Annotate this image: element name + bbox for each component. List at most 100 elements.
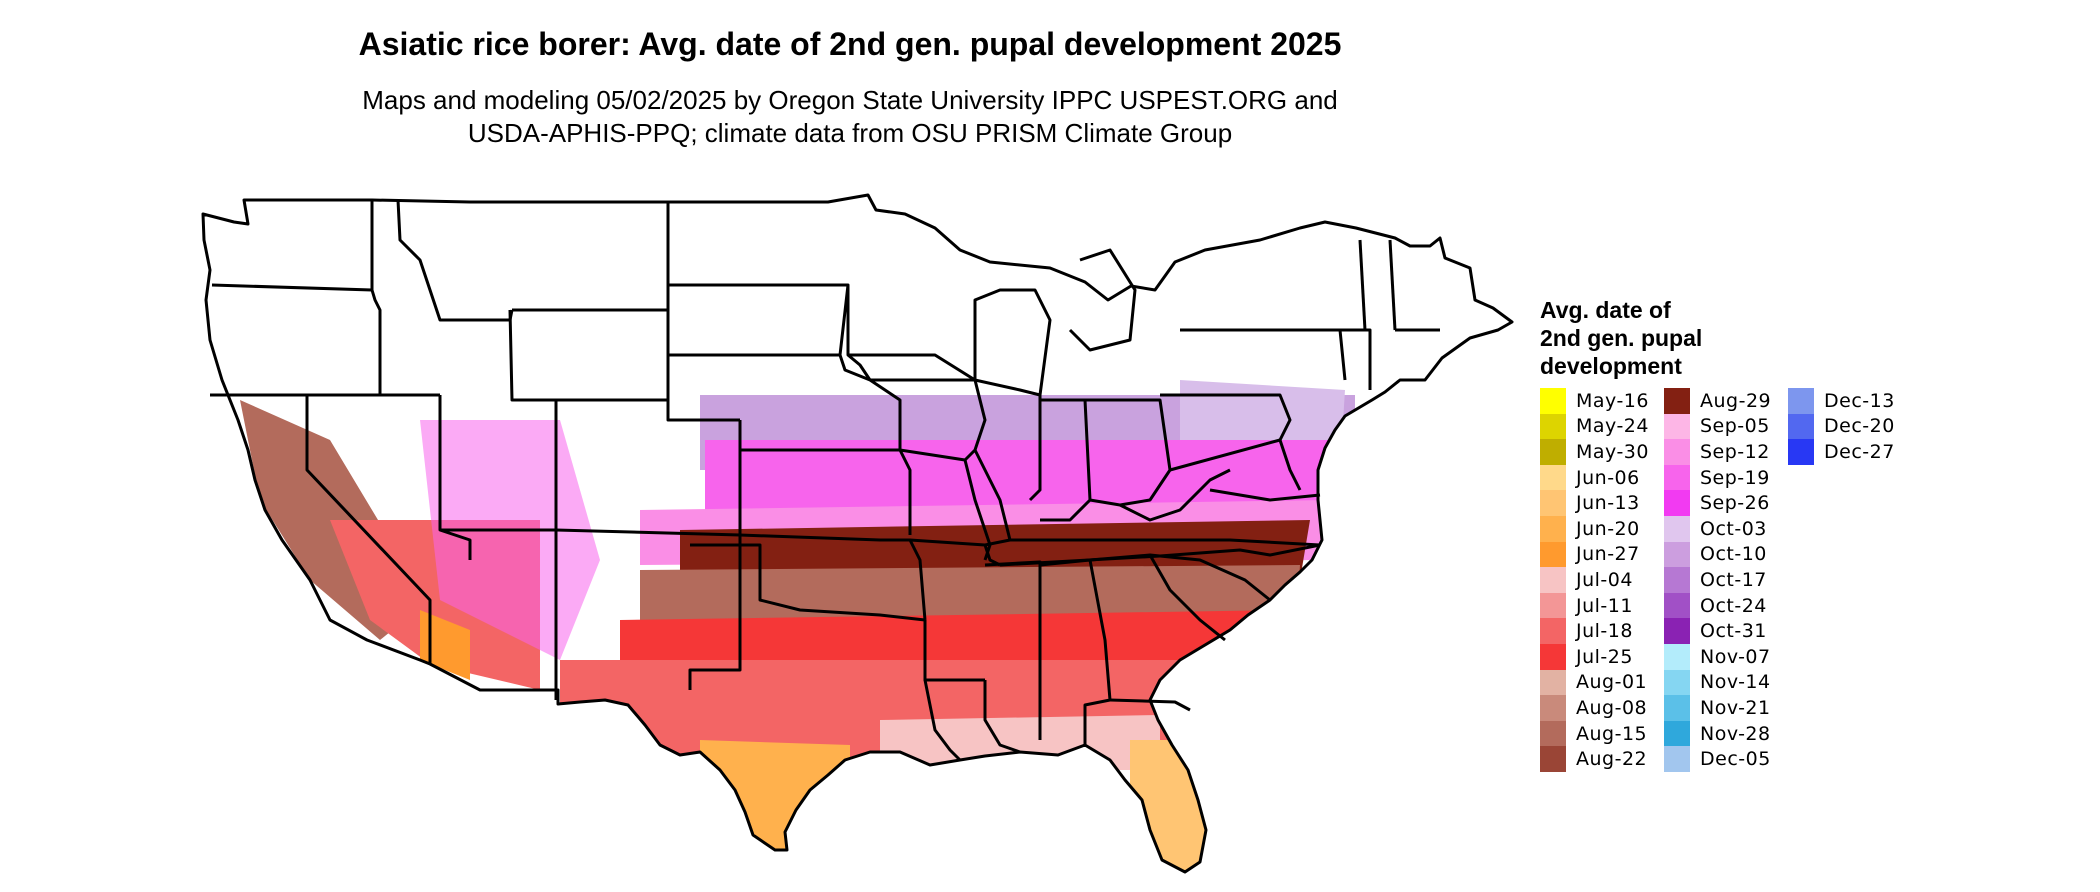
us-map	[201, 193, 1514, 874]
legend-label: Jul-11	[1576, 594, 1633, 617]
legend-label: Oct-10	[1700, 543, 1767, 566]
legend-item: Sep-19	[1664, 464, 1774, 491]
mn-ia-border	[848, 353, 976, 382]
tn-south-border	[999, 543, 1321, 567]
id-west-border	[370, 200, 382, 395]
legend-swatch	[1540, 618, 1566, 644]
legend-swatch	[1664, 413, 1690, 440]
il-west-border	[973, 449, 1012, 541]
or-wa-border	[211, 283, 373, 292]
legend-item: Aug-29	[1664, 388, 1774, 414]
legend-label: Jun-06	[1576, 466, 1640, 489]
legend-swatch	[1664, 720, 1690, 747]
legend-label: Dec-20	[1824, 415, 1895, 438]
legend-item: Dec-20	[1788, 413, 1898, 440]
state-borders	[201, 193, 1514, 874]
legend-columns: May-16 May-24 May-30 Jun-06 Jun-13 Jun-20 Jun-…	[1540, 388, 1898, 772]
legend-item: Oct-03	[1664, 515, 1774, 542]
legend-swatch	[1540, 464, 1566, 491]
legend-swatch	[1540, 541, 1566, 568]
mo-west-border	[899, 448, 992, 561]
ne-ks-border	[740, 448, 912, 535]
legend-swatch	[1540, 720, 1566, 747]
legend-label: Dec-13	[1824, 389, 1895, 412]
legend-label: Sep-05	[1700, 415, 1770, 438]
legend-swatch	[1788, 388, 1814, 414]
ia-border	[870, 378, 987, 462]
legend-swatch	[1540, 388, 1566, 414]
legend-label: Jul-18	[1576, 620, 1633, 643]
legend-item: Dec-13	[1788, 388, 1898, 414]
legend-title: Avg. date of 2nd gen. pupal development	[1540, 296, 1800, 380]
legend-column: May-16 May-24 May-30 Jun-06 Jun-13 Jun-20 Jun-…	[1540, 388, 1650, 772]
legend-label: Oct-03	[1700, 517, 1767, 540]
subtitle-line-2: USDA-APHIS-PPQ; climate data from OSU PR…	[467, 118, 1233, 148]
legend-label: Jul-04	[1576, 568, 1633, 591]
legend-swatch	[1540, 669, 1566, 696]
legend-label: May-30	[1576, 440, 1649, 463]
legend-column: Dec-13 Dec-20 Dec-27	[1788, 388, 1898, 772]
legend-label: May-16	[1576, 389, 1649, 412]
legend-item: Sep-05	[1664, 413, 1774, 440]
legend-swatch	[1664, 643, 1690, 670]
zone-jun-27-az	[420, 610, 470, 680]
legend-swatch	[1540, 490, 1566, 516]
legend-label: Aug-08	[1576, 696, 1648, 719]
legend-item: Jul-18	[1540, 618, 1650, 644]
wv-border	[1119, 468, 1231, 522]
nc-sc-border	[1149, 553, 1271, 602]
legend-label: Jul-25	[1576, 645, 1633, 668]
legend-item: Aug-01	[1540, 669, 1650, 696]
legend-swatch	[1540, 695, 1566, 721]
legend-title-line-3: development	[1540, 353, 1682, 379]
legend-label: Nov-28	[1700, 722, 1771, 745]
legend-swatch	[1664, 439, 1690, 465]
ok-tx-border	[690, 543, 926, 622]
legend-item: Jul-11	[1540, 592, 1650, 619]
legend-label: Nov-21	[1700, 696, 1771, 719]
legend-label: Jun-27	[1576, 543, 1640, 566]
la-west-border	[923, 679, 962, 762]
legend-swatch	[1664, 618, 1690, 644]
legend-swatch	[1664, 464, 1690, 491]
legend-item: Nov-28	[1664, 720, 1774, 747]
legend-item: Sep-12	[1664, 439, 1774, 465]
legend-title-line-1: Avg. date of	[1540, 297, 1671, 323]
vt-border	[1358, 239, 1367, 331]
legend-item: Jun-13	[1540, 490, 1650, 516]
legend-label: Aug-22	[1576, 748, 1648, 771]
legend-swatch	[1540, 746, 1566, 772]
legend-item: Oct-17	[1664, 567, 1774, 593]
legend-item: Aug-22	[1540, 746, 1650, 772]
co-south-border	[440, 420, 742, 537]
legend-swatch	[1664, 695, 1690, 721]
ca-nv-border	[305, 395, 432, 664]
wi-border	[973, 288, 1052, 396]
legend-label: Dec-27	[1824, 440, 1895, 463]
mn-west-border	[846, 285, 872, 381]
nh-border	[1388, 239, 1397, 331]
legend-swatch	[1664, 490, 1690, 516]
legend-swatch	[1664, 567, 1690, 593]
legend-item: Sep-26	[1664, 490, 1774, 516]
sd-ne-border	[668, 353, 902, 450]
legend-column: Aug-29 Sep-05 Sep-12 Sep-19 Sep-26 Oct-03 Oct-…	[1664, 388, 1774, 772]
legend-item: Nov-14	[1664, 669, 1774, 696]
oh-border	[1085, 398, 1172, 507]
legend-label: Aug-29	[1700, 389, 1772, 412]
legend-item: Dec-05	[1664, 746, 1774, 772]
legend-label: Oct-24	[1700, 594, 1767, 617]
pa-border	[1160, 393, 1292, 441]
md-border	[1169, 438, 1302, 491]
legend-item: Jul-04	[1540, 567, 1650, 593]
legend-label: Dec-05	[1700, 748, 1771, 771]
legend-item: Jun-27	[1540, 541, 1650, 568]
legend-item: Oct-31	[1664, 618, 1774, 644]
fl-ga-border	[1109, 698, 1191, 712]
subtitle-line-1: Maps and modeling 05/02/2025 by Oregon S…	[362, 85, 1338, 115]
legend-item: May-30	[1540, 439, 1650, 465]
legend-label: May-24	[1576, 415, 1649, 438]
legend-swatch	[1664, 515, 1690, 542]
legend-item: Aug-15	[1540, 720, 1650, 747]
va-border	[1209, 488, 1321, 502]
